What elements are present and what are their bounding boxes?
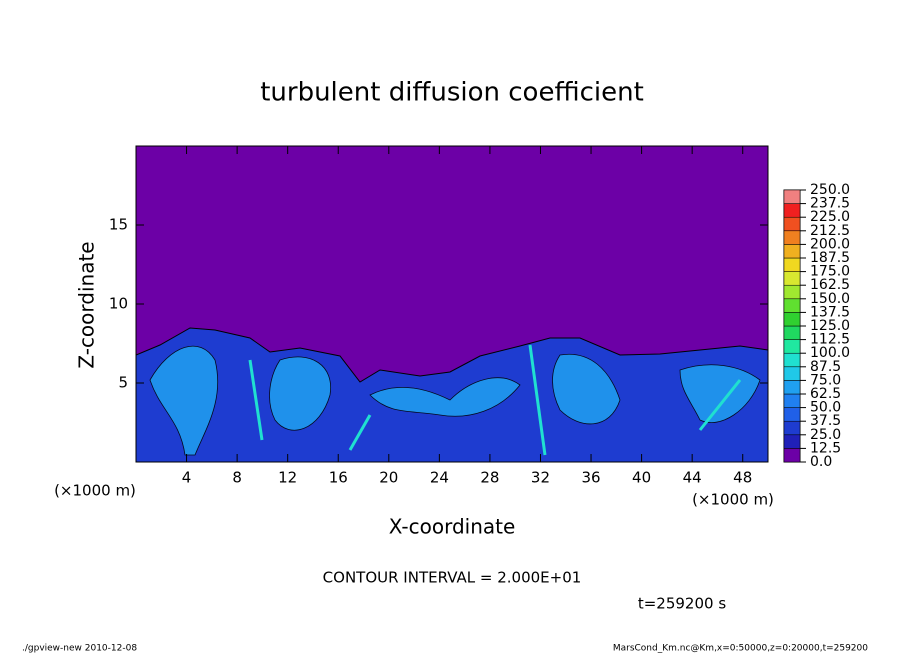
colorbar-label: 112.5 [810,332,850,348]
colorbar-bin [783,339,801,354]
colorbar-bin [783,420,801,436]
colorbar-bin [783,189,801,204]
colorbar-label: 175.0 [810,264,850,280]
colorbar-bin [783,216,801,232]
colorbar-label: 37.5 [810,413,841,429]
colorbar-label: 50.0 [810,400,841,416]
colorbar-label: 212.5 [810,223,850,239]
x-tick-label: 44 [683,469,702,487]
colorbar-label: 187.5 [810,250,850,266]
footer-right: MarsCond_Km.nc@Km,x=0:50000,z=0:20000,t=… [613,644,868,654]
x-tick-label: 4 [182,469,192,487]
x-unit-label: (×1000 m) [692,491,774,509]
colorbar-bin [783,203,801,218]
y-tick-label: 10 [109,295,128,313]
colorbar-bin [783,366,801,381]
colorbar-bin [783,244,801,259]
colorbar-bin [783,380,801,395]
time-label: t=259200 s [638,595,726,613]
colorbar-bin [783,325,801,340]
y-tick-label: 15 [109,216,128,234]
x-tick-label: 24 [430,469,449,487]
field [136,146,768,462]
colorbar-bin [783,393,801,408]
x-axis-label: X-coordinate [389,515,516,539]
colorbar-label: 200.0 [810,236,850,252]
x-tick-label: 28 [480,469,499,487]
colorbar-label: 162.5 [810,277,850,293]
x-tick-label: 48 [733,469,752,487]
colorbar-label: 125.0 [810,318,850,334]
colorbar-bin [783,407,801,422]
colorbar-label: 12.5 [810,440,841,456]
colorbar-label: 225.0 [810,209,850,225]
colorbar-bin [783,312,801,327]
colorbar-bin [783,257,801,272]
turbulent-core [149,345,761,456]
colorbar-bin [783,230,801,245]
colorbar-bin [783,271,801,286]
colorbar-bin [783,448,801,463]
x-tick-label: 8 [232,469,242,487]
colorbar-label: 75.0 [810,372,841,388]
colorbar-bin [783,284,801,300]
y-tick-label: 5 [118,374,128,392]
colorbar-label: 25.0 [810,427,841,443]
colorbar-label: 0.0 [810,454,832,470]
x-tick-label: 16 [329,469,348,487]
turbulent-streak [248,344,742,456]
colorbar-label: 100.0 [810,345,850,361]
colorbar-label: 150.0 [810,291,850,307]
colorbar-bin [783,434,801,449]
colorbar-label: 87.5 [810,359,841,375]
x-unit-label: (×1000 m) [54,482,136,500]
y-axis-label: Z-coordinate [75,241,99,368]
colorbar-label: 237.5 [810,196,850,212]
x-tick-label: 20 [379,469,398,487]
colorbar-label: 62.5 [810,386,841,402]
colorbar-bin [783,352,801,368]
x-tick-label: 36 [581,469,600,487]
contour-interval: CONTOUR INTERVAL = 2.000E+01 [323,569,582,587]
colorbar-label: 137.5 [810,304,850,320]
colorbar-label: 250.0 [810,182,850,198]
chart-title: turbulent diffusion coefficient [260,78,644,108]
x-tick-label: 32 [531,469,550,487]
x-tick-label: 40 [632,469,651,487]
colorbar-bin [783,298,801,313]
x-tick-label: 12 [278,469,297,487]
footer-left: ./gpview-new 2010-12-08 [22,644,137,654]
